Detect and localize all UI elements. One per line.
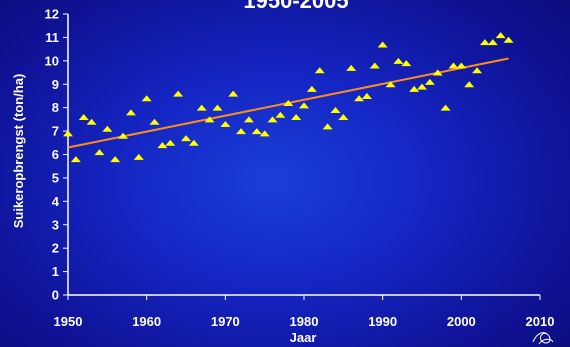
data-point: [141, 95, 152, 102]
data-point: [125, 109, 136, 116]
x-tick-label: 2010: [526, 314, 555, 329]
y-tick-label: 5: [52, 170, 59, 185]
y-tick-label: 4: [52, 194, 60, 209]
data-point: [338, 114, 349, 121]
data-point: [70, 156, 81, 163]
data-point: [503, 36, 514, 43]
data-point: [133, 153, 144, 160]
y-tick-label: 2: [52, 241, 59, 256]
data-point: [196, 104, 207, 111]
data-point: [330, 107, 341, 114]
data-point: [220, 121, 231, 128]
data-point: [495, 32, 506, 39]
data-point: [63, 130, 73, 137]
corner-logo-icon: [532, 332, 554, 345]
data-point: [361, 92, 372, 99]
y-tick-label: 0: [52, 288, 59, 303]
y-tick-label: 8: [52, 100, 59, 115]
data-point: [401, 60, 412, 67]
data-point: [102, 125, 113, 132]
data-point: [94, 149, 105, 156]
y-tick-label: 3: [52, 217, 59, 232]
data-point: [322, 123, 333, 130]
data-point: [212, 104, 223, 111]
x-axis-label: Jaar: [290, 330, 317, 345]
y-tick-label: 1: [52, 264, 59, 279]
data-point: [299, 102, 309, 109]
y-tick-label: 7: [52, 124, 59, 139]
data-point: [283, 99, 294, 106]
x-tick-label: 2000: [447, 314, 476, 329]
data-point: [487, 39, 498, 46]
data-point: [181, 135, 191, 142]
y-tick-label: 10: [45, 53, 59, 68]
y-tick-label: 9: [52, 77, 59, 92]
x-tick-label: 1990: [368, 314, 397, 329]
x-tick-label: 1950: [54, 314, 83, 329]
data-point: [448, 62, 459, 69]
data-point: [456, 62, 467, 69]
data-point: [110, 156, 121, 163]
data-point: [479, 39, 490, 46]
data-point: [314, 67, 325, 74]
data-point: [86, 118, 97, 125]
data-point: [377, 41, 388, 48]
y-tick-label: 6: [52, 147, 59, 162]
data-point: [464, 81, 475, 88]
x-tick-label: 1970: [211, 314, 240, 329]
y-tick-label: 11: [45, 30, 59, 45]
data-point: [472, 67, 483, 74]
data-point: [385, 81, 396, 88]
data-point: [118, 132, 129, 139]
data-point: [204, 116, 215, 123]
data-point: [267, 116, 278, 123]
data-point: [424, 78, 435, 85]
data-point: [393, 57, 404, 64]
x-tick-label: 1980: [290, 314, 319, 329]
data-point: [228, 90, 239, 97]
x-tick-labels: 1950 1960 1970 1980 1990 2000 2010: [54, 314, 555, 329]
data-point: [417, 83, 427, 90]
data-point: [432, 69, 443, 76]
data-point: [306, 85, 317, 92]
data-point: [369, 62, 380, 69]
data-point: [78, 114, 89, 121]
y-axis-label: Suikeropbrengst (ton/ha): [11, 74, 26, 229]
data-point: [243, 116, 254, 123]
data-point: [173, 90, 184, 97]
data-point: [165, 139, 176, 146]
data-point: [346, 64, 357, 71]
data-point: [409, 85, 420, 92]
y-tick-label: 12: [45, 7, 59, 22]
data-point: [188, 139, 199, 146]
data-point: [440, 104, 451, 111]
data-point: [291, 114, 302, 121]
data-points: [63, 32, 514, 163]
axes: [63, 13, 541, 300]
data-point: [259, 130, 270, 137]
chart-title: 1950-2005: [243, 0, 348, 13]
data-point: [157, 142, 168, 149]
x-tick-label: 1960: [132, 314, 161, 329]
data-point: [354, 95, 365, 102]
data-point: [236, 128, 247, 135]
data-point: [251, 128, 262, 135]
data-point: [149, 118, 160, 125]
data-point: [275, 111, 286, 118]
